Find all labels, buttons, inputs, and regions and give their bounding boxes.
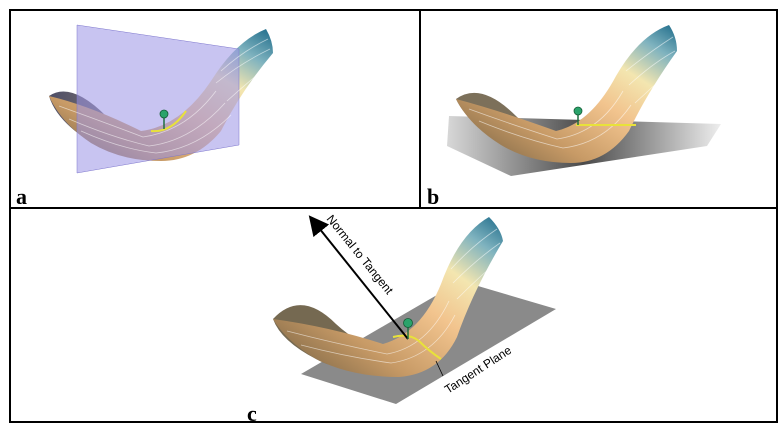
normal-label: Normal to Tangent bbox=[324, 212, 397, 297]
horizontal-divider bbox=[9, 207, 778, 209]
contour-lines bbox=[58, 38, 273, 154]
tangent-curve bbox=[150, 110, 187, 133]
surface-main bbox=[456, 25, 677, 163]
point-marker bbox=[403, 318, 413, 328]
normal-arrow bbox=[308, 215, 409, 340]
point-marker bbox=[159, 109, 169, 119]
panel-b: b bbox=[421, 11, 776, 209]
tangent-curve bbox=[392, 334, 442, 360]
vertical-divider bbox=[419, 9, 421, 208]
panel-a: a bbox=[11, 11, 419, 209]
saddle-surface-vertical-plane bbox=[49, 24, 273, 174]
panel-c: Normal to Tangent Tangent Plane c bbox=[11, 209, 776, 425]
contour-lines bbox=[286, 228, 504, 364]
surface-main bbox=[273, 217, 503, 377]
saddle-surface-tangent-plane: Normal to Tangent Tangent Plane bbox=[273, 212, 556, 404]
vertical-plane bbox=[76, 24, 240, 174]
figure-frame bbox=[9, 9, 778, 423]
panel-label-a: a bbox=[16, 184, 27, 209]
point-marker bbox=[573, 106, 583, 116]
panel-label-c: c bbox=[247, 401, 257, 426]
panel-label-b: b bbox=[427, 184, 440, 209]
saddle-surface-horizontal-plane bbox=[447, 25, 721, 176]
